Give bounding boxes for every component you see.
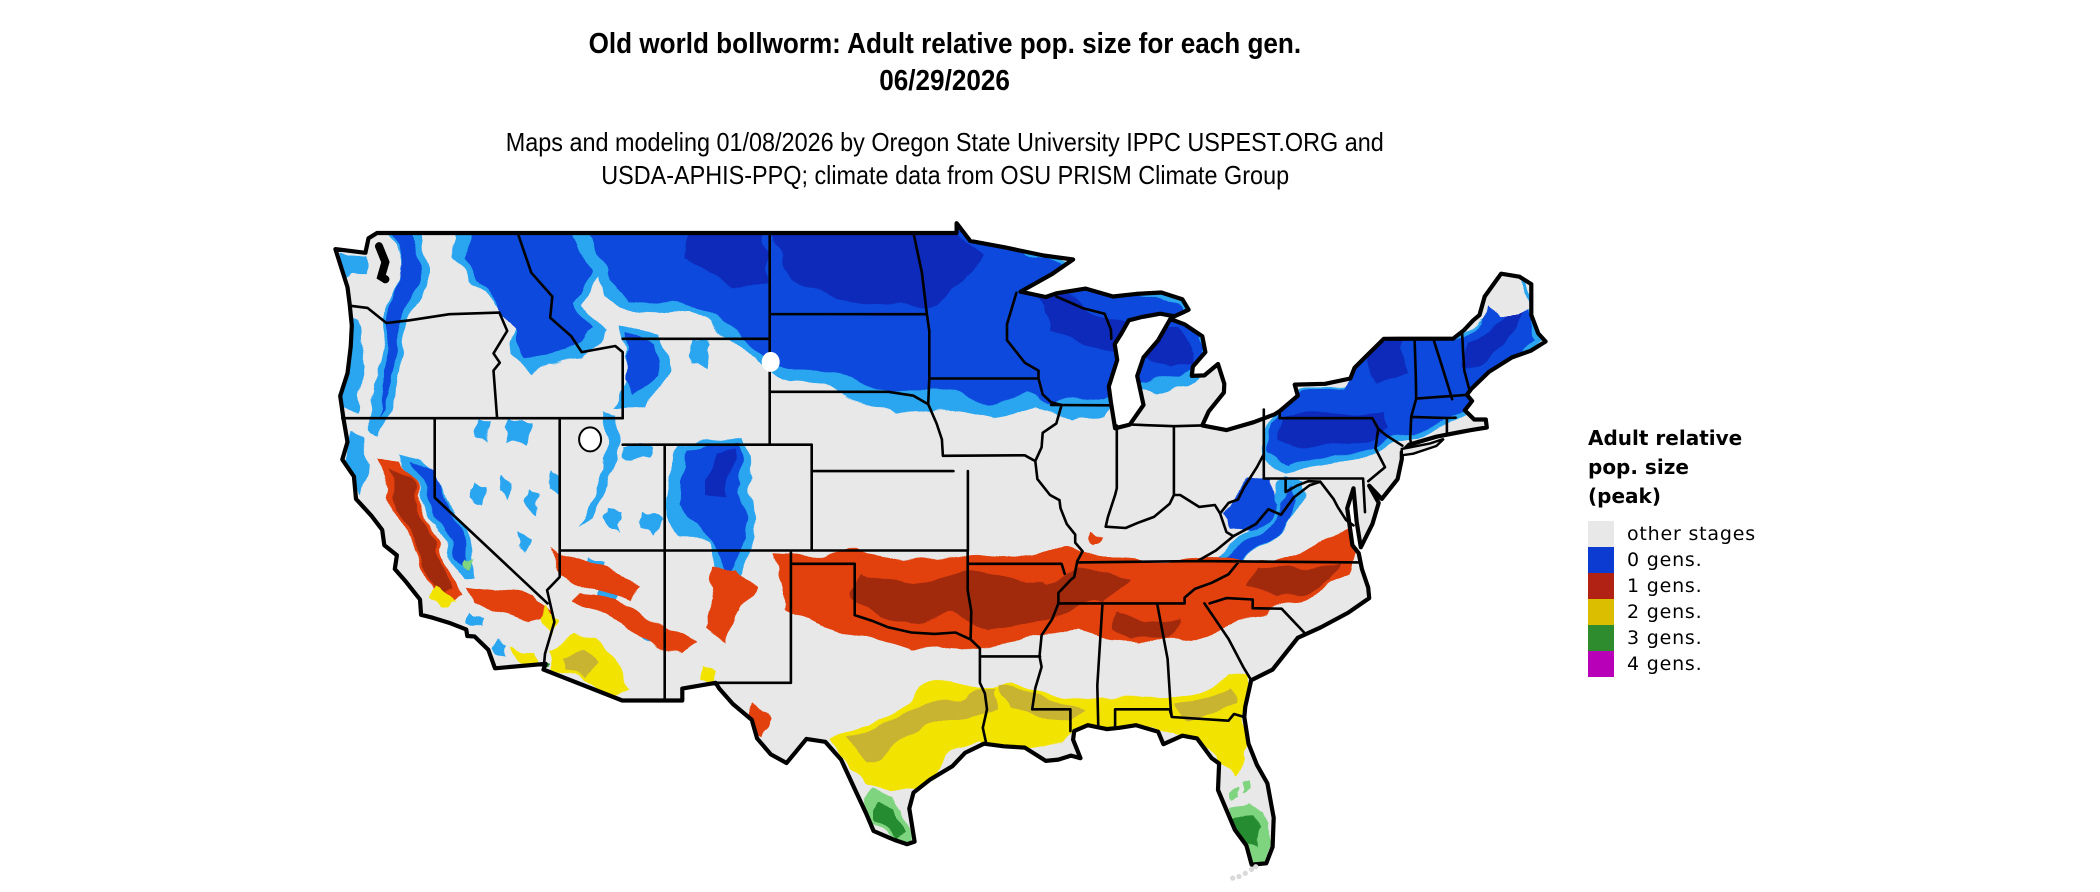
legend-label: 3 gens. (1627, 627, 1703, 649)
no-data-hole (761, 351, 780, 372)
legend-label: 0 gens. (1627, 549, 1703, 571)
subtitle-line2: USDA-APHIS-PPQ; climate data from OSU PR… (601, 160, 1289, 190)
great-salt-lake (578, 426, 603, 453)
puget-sound (375, 242, 390, 284)
page-title: Old world bollworm: Adult relative pop. … (0, 26, 1890, 63)
title-text: Old world bollworm: Adult relative pop. … (588, 28, 1302, 60)
legend-item: 4 gens. (1588, 651, 1798, 677)
legend-swatch-1-gens (1588, 573, 1614, 599)
subtitle-line1: Maps and modeling 01/08/2026 by Oregon S… (506, 127, 1384, 157)
legend-item: 1 gens. (1588, 573, 1798, 599)
legend-title: Adult relative pop. size (peak) (1588, 426, 1743, 508)
legend-swatch-2-gens (1588, 599, 1614, 625)
legend-label: 2 gens. (1627, 601, 1703, 623)
legend-swatch-0-gens (1588, 547, 1614, 573)
map-date: 06/29/2026 (879, 65, 1011, 97)
subtitle: Maps and modeling 01/08/2026 by Oregon S… (0, 126, 1890, 192)
legend-items: other stages 0 gens. 1 gens. 2 gens. 3 g… (1588, 521, 1798, 677)
legend-swatch-4-gens (1588, 651, 1614, 677)
us-outline (333, 221, 1548, 867)
legend-swatch-other-stages (1588, 521, 1614, 547)
legend-item: 2 gens. (1588, 599, 1798, 625)
legend-item: 0 gens. (1588, 547, 1798, 573)
legend-item: other stages (1588, 521, 1798, 547)
legend-label: other stages (1627, 523, 1756, 545)
legend-swatch-3-gens (1588, 625, 1614, 651)
state-borders (341, 231, 1471, 744)
legend: Adult relative pop. size (peak) other st… (1588, 424, 1798, 677)
florida-keys (1230, 864, 1259, 881)
legend-item: 3 gens. (1588, 625, 1798, 651)
legend-label: 1 gens. (1627, 575, 1703, 597)
header: Old world bollworm: Adult relative pop. … (0, 26, 1890, 192)
long-island (1400, 437, 1445, 457)
legend-label: 4 gens. (1627, 653, 1703, 675)
